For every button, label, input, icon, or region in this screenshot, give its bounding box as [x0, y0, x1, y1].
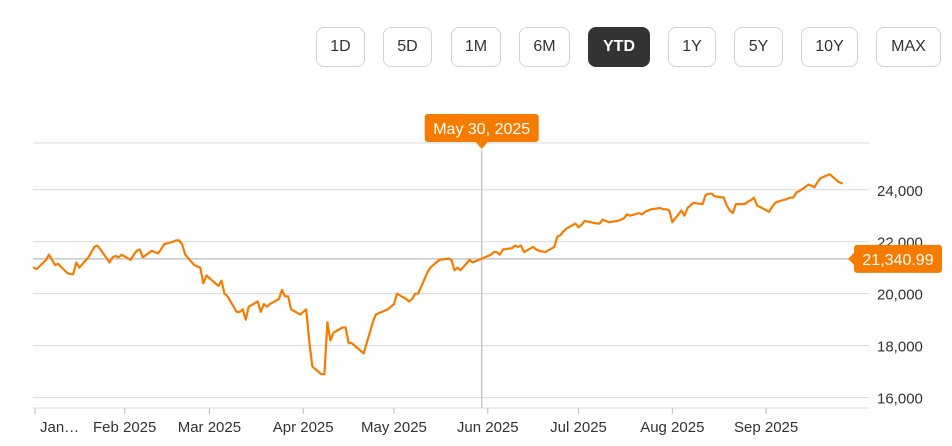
last-value-badge-pointer — [848, 252, 854, 265]
crosshair-tooltip: May 30, 2025 — [424, 114, 539, 149]
x-tick-label: Mar 2025 — [178, 419, 241, 436]
range-button-1d[interactable]: 1D — [316, 27, 365, 67]
range-button-5y[interactable]: 5Y — [734, 27, 783, 67]
last-value-label: 21,340.99 — [862, 252, 933, 269]
x-tick-label: Jan… — [40, 419, 79, 436]
x-tick-label: Jul 2025 — [550, 419, 607, 436]
crosshair-date-label: May 30, 2025 — [433, 121, 530, 138]
x-tick-label: Apr 2025 — [273, 419, 334, 436]
range-button-1m[interactable]: 1M — [451, 27, 501, 67]
range-button-max[interactable]: MAX — [876, 27, 941, 67]
range-button-10y[interactable]: 10Y — [801, 27, 858, 67]
range-button-ytd[interactable]: YTD — [588, 27, 650, 67]
crosshair-tooltip-box — [424, 114, 539, 142]
y-tick-label: 18,000 — [877, 339, 923, 356]
x-tick-label: Jun 2025 — [457, 419, 519, 436]
x-axis-ticks: Jan… Feb 2025 Mar 2025 Apr 2025 May 2025 Jun … — [34, 408, 798, 436]
range-button-1y[interactable]: 1Y — [668, 27, 716, 67]
price-series-line — [32, 173, 843, 376]
x-tick-label: Aug 2025 — [640, 419, 704, 436]
y-gridlines — [33, 142, 869, 399]
y-tick-label: 20,000 — [877, 287, 923, 304]
y-tick-label: 24,000 — [877, 183, 923, 200]
x-tick-label: Feb 2025 — [93, 419, 156, 436]
x-tick-label: May 2025 — [361, 419, 427, 436]
crosshair-tooltip-pointer — [475, 142, 488, 149]
range-button-6m[interactable]: 6M — [519, 27, 570, 67]
x-tick-label: Sep 2025 — [734, 419, 798, 436]
time-range-selector: 1D 5D 1M 6M YTD 1Y 5Y 10Y MAX — [0, 27, 952, 67]
range-button-5d[interactable]: 5D — [383, 27, 432, 67]
last-value-badge-box — [854, 244, 942, 273]
y-tick-label: 16,000 — [877, 391, 923, 408]
last-value-badge: 21,340.99 — [848, 244, 942, 273]
